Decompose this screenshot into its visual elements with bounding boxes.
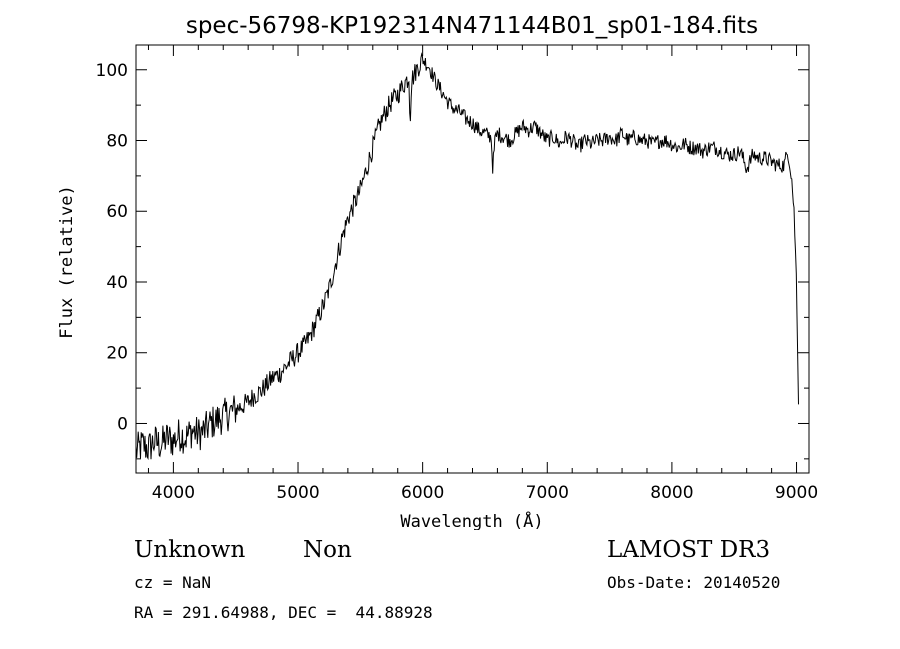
y-tick-label: 100	[96, 61, 128, 81]
y-tick-label: 60	[106, 202, 128, 222]
chart-title: spec-56798-KP192314N471144B01_sp01-184.f…	[186, 13, 758, 39]
redshift-cz: cz = NaN	[134, 573, 212, 592]
y-axis-label: Flux (relative)	[57, 185, 77, 339]
y-tick-label: 20	[106, 344, 128, 364]
y-tick-label: 40	[106, 273, 128, 293]
spectrum-line	[135, 52, 799, 461]
x-tick-label: 6000	[401, 483, 444, 503]
axes: 4000 5000 6000 7000 8000 9000 0 20 40 60 80 100	[96, 44, 818, 503]
x-tick-label: 4000	[152, 483, 195, 503]
x-tick-label: 8000	[650, 483, 693, 503]
y-tick-label: 0	[117, 414, 128, 434]
y-tick-label: 80	[106, 132, 128, 152]
x-tick-label: 5000	[276, 483, 319, 503]
spectral-class: Unknown	[134, 537, 246, 563]
observation-date: Obs-Date: 20140520	[607, 573, 781, 592]
coordinates: RA = 291.64988, DEC = 44.88928	[134, 603, 433, 622]
spectrum-chart: spec-56798-KP192314N471144B01_sp01-184.f…	[57, 13, 818, 530]
spectral-subclass: Non	[303, 537, 352, 563]
x-tick-label: 7000	[526, 483, 569, 503]
x-tick-label: 9000	[775, 483, 818, 503]
x-axis-label: Wavelength (Å)	[400, 510, 543, 530]
survey-name: LAMOST DR3	[607, 537, 771, 563]
